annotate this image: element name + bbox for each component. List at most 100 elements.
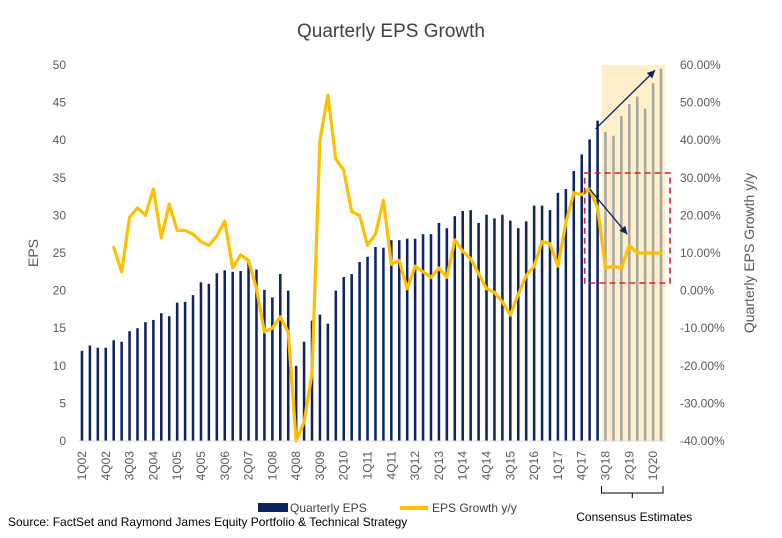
eps-bar (580, 154, 583, 442)
eps-bar (445, 228, 449, 441)
x-tick-label: 3Q09 (313, 451, 327, 481)
eps-bar (199, 282, 203, 441)
eps-bar (437, 222, 441, 441)
eps-bar (183, 301, 187, 441)
eps-bar (493, 218, 496, 441)
x-tick-label: 4Q02 (99, 451, 113, 481)
x-tick-label: 4Q08 (289, 451, 303, 481)
eps-bar (358, 262, 361, 441)
x-tick-label: 2Q04 (146, 451, 160, 481)
estimates-bracket (601, 486, 664, 498)
left-tick-label: 25 (53, 246, 67, 260)
eps-bar (88, 345, 92, 441)
source-note: Source: FactSet and Raymond James Equity… (8, 515, 408, 529)
right-tick-label: -10.00% (680, 321, 725, 335)
eps-bar (334, 290, 338, 441)
eps-bar (413, 238, 417, 441)
x-tick-label: 3Q15 (503, 451, 517, 481)
eps-bar (279, 274, 282, 441)
eps-bar (556, 192, 560, 441)
eps-bar (191, 295, 195, 441)
left-tick-label: 5 (59, 396, 66, 410)
eps-bar (659, 68, 663, 441)
x-tick-label: 3Q06 (218, 451, 232, 481)
legend: Quarterly EPS EPS Growth y/y (258, 501, 517, 515)
eps-bar (350, 274, 353, 441)
eps-bar (255, 269, 258, 441)
eps-bar (136, 328, 139, 441)
right-tick-label: 40.00% (680, 133, 721, 147)
x-tick-label: 2Q07 (242, 451, 256, 481)
eps-bar (152, 319, 155, 441)
eps-bar (564, 189, 568, 441)
x-tick-label: 1Q02 (75, 451, 89, 481)
eps-bar (612, 135, 615, 441)
eps-growth-line (112, 93, 663, 443)
eps-bar (175, 302, 179, 441)
right-tick-label: 30.00% (680, 171, 721, 185)
eps-bar (643, 108, 647, 442)
eps-bar (128, 331, 131, 441)
eps-bar (263, 289, 266, 441)
x-tick-label: 4Q14 (480, 451, 494, 481)
trend-arrow-down (589, 188, 628, 235)
x-tick-label: 2Q19 (622, 451, 636, 481)
left-tick-label: 35 (53, 171, 67, 185)
x-tick-label: 1Q11 (361, 451, 375, 480)
eps-bar (144, 322, 147, 441)
eps-bar (516, 228, 520, 441)
eps-bar (635, 96, 639, 441)
eps-bar (588, 139, 591, 441)
eps-bar (112, 340, 115, 441)
eps-bar (294, 365, 298, 441)
eps-bar (390, 240, 393, 441)
x-tick-label: 2Q10 (337, 451, 351, 481)
left-tick-label: 40 (53, 133, 67, 147)
right-axis-label: Quarterly EPS Growth y/y (741, 173, 757, 333)
eps-bar (247, 261, 250, 441)
right-tick-label: -40.00% (680, 434, 725, 448)
x-tick-label: 2Q16 (527, 451, 541, 481)
eps-bar (342, 277, 346, 441)
x-tick-label: 1Q17 (551, 451, 565, 481)
left-tick-label: 0 (59, 434, 66, 448)
legend-label-eps: Quarterly EPS (290, 501, 367, 515)
legend-swatch-eps (258, 503, 288, 512)
eps-bar (651, 83, 655, 442)
consensus-estimates-label: Consensus Estimates (576, 510, 692, 524)
highlight-box (583, 172, 671, 284)
eps-bar (96, 347, 100, 441)
eps-bar (397, 240, 401, 441)
right-tick-label: 50.00% (680, 96, 721, 110)
left-axis-label: EPS (25, 239, 41, 267)
x-tick-label: 3Q03 (123, 451, 137, 481)
right-tick-label: 10.00% (680, 246, 721, 260)
eps-bar (453, 216, 457, 441)
eps-bar (509, 220, 512, 441)
eps-bar (469, 210, 472, 441)
x-tick-label: 4Q05 (194, 451, 208, 481)
x-tick-label: 2Q13 (432, 451, 446, 481)
eps-bar (239, 271, 242, 441)
eps-bar (405, 238, 409, 441)
x-tick-label: 4Q17 (575, 451, 589, 481)
eps-bar (628, 104, 631, 441)
eps-bar (572, 171, 576, 441)
x-tick-label: 1Q05 (170, 451, 184, 481)
eps-bar (286, 290, 290, 441)
eps-bar (540, 205, 544, 441)
eps-bar (120, 341, 123, 441)
eps-bar (104, 347, 108, 441)
left-tick-label: 50 (53, 58, 67, 72)
legend-label-growth: EPS Growth y/y (432, 501, 517, 515)
right-tick-label: 60.00% (680, 58, 721, 72)
right-tick-label: -30.00% (680, 396, 725, 410)
eps-bar (215, 273, 219, 441)
x-tick-label: 3Q12 (408, 451, 422, 481)
eps-bar (167, 316, 171, 441)
eps-bar (302, 341, 306, 441)
eps-bar (366, 256, 369, 441)
left-tick-label: 15 (53, 321, 67, 335)
